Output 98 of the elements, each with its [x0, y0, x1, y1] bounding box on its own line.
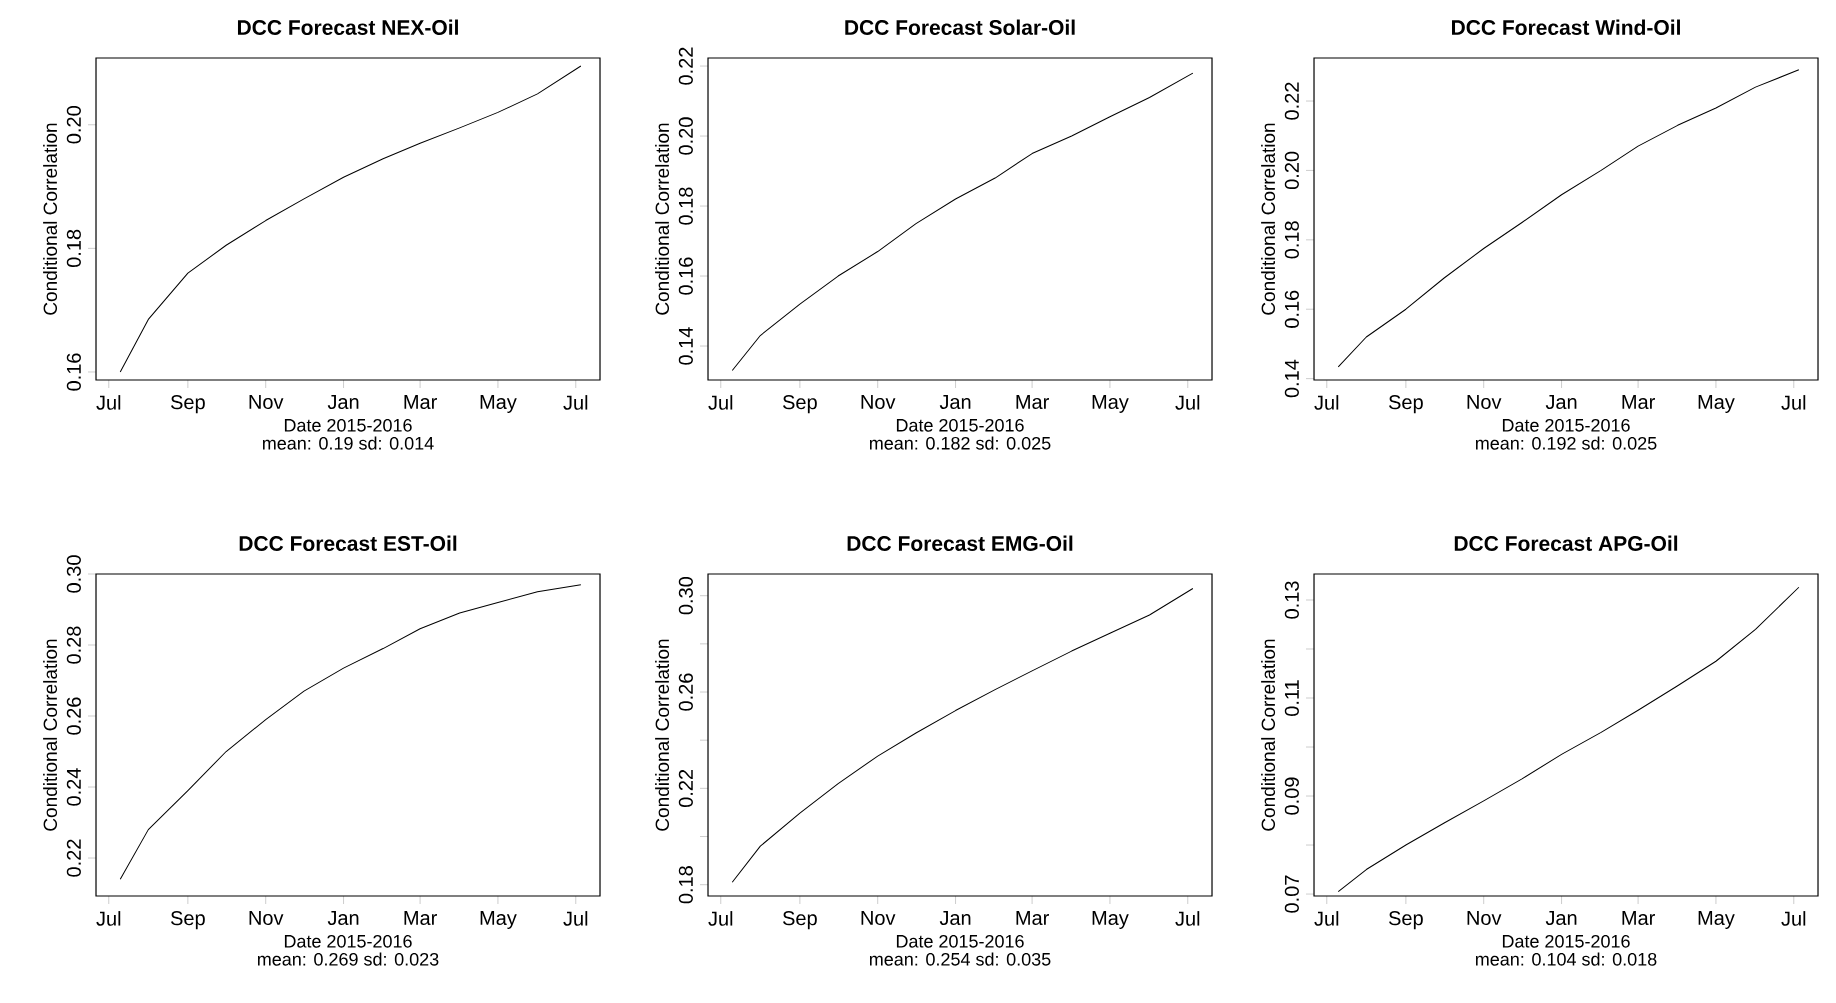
y-tick-label: 0.13 [1284, 581, 1299, 619]
x-tick-label: Mar [1016, 395, 1049, 409]
y-axis-title: Conditional Correlation [43, 639, 58, 831]
y-tick-label: 0.09 [1284, 777, 1299, 815]
x-tick-label: Mar [1622, 395, 1655, 410]
x-tick-label: Mar [404, 395, 437, 410]
x-tick-label: Mar [1622, 911, 1655, 926]
text: mean: 0.269 sd: 0.023 [257, 952, 439, 966]
x-tick-label: Jan [327, 395, 359, 410]
x-tick-label: May [1698, 911, 1735, 929]
line-series [119, 65, 582, 373]
x-tick-label: Jul [96, 395, 121, 410]
x-tick-label: Jan [939, 911, 971, 926]
y-tick-label: 0.30 [678, 577, 693, 615]
x-tick-label: Jan [327, 911, 359, 926]
x-axis-title: Date 2015-2016 [1502, 934, 1630, 948]
x-tick-label: Jan [1545, 395, 1577, 410]
y-tick-label: 0.18 [678, 866, 693, 904]
x-tick-label: Sep [1389, 911, 1423, 930]
line-series [1337, 586, 1800, 893]
x-tick-label: Nov [861, 911, 896, 926]
x-axis-title: Date 2015-2016 [1502, 418, 1630, 432]
x-tick-label: May [1092, 395, 1129, 413]
y-axis-title: Conditional Correlation [43, 123, 58, 315]
text: mean: 0.192 sd: 0.025 [1475, 436, 1657, 450]
x-tick-label: Jul [1314, 395, 1339, 410]
x-tick-label: Jul [563, 911, 588, 926]
x-tick-label: Sep [782, 911, 817, 930]
x-tick-label: Nov [861, 395, 896, 409]
y-tick-label: 0.16 [1284, 290, 1299, 328]
x-tick-label: Jul [1314, 911, 1339, 926]
y-tick-label: 0.20 [1284, 151, 1299, 190]
x-tick-label: Jul [708, 911, 733, 926]
chart-title: DCC Forecast Wind-Oil [1452, 19, 1680, 35]
chart-title: DCC Forecast EMG-Oil [847, 535, 1073, 551]
y-tick-label: 0.16 [66, 353, 81, 391]
line-series [1337, 69, 1800, 368]
chart-title: DCC Forecast EST-Oil [239, 535, 457, 551]
x-axis-title: Date 2015-2016 [284, 934, 412, 948]
x-axis-title: Date 2015-2016 [284, 418, 412, 432]
x-tick-label: May [1092, 911, 1129, 929]
y-tick-label: 0.18 [66, 229, 81, 268]
y-axis-title: Conditional Correlation [1261, 123, 1276, 315]
line-series [731, 587, 1194, 883]
y-tick-label: 0.22 [1284, 82, 1299, 120]
x-tick-label: Jan [939, 395, 971, 409]
y-tick-label: 0.11 [1284, 680, 1299, 716]
x-tick-label: Jul [1175, 395, 1200, 410]
text: mean: 0.104 sd: 0.018 [1475, 952, 1657, 966]
x-tick-label: Nov [1467, 911, 1502, 926]
x-tick-label: Nov [249, 395, 284, 410]
y-tick-label: 0.14 [1284, 359, 1299, 398]
x-tick-label: Sep [782, 395, 817, 414]
x-tick-label: Sep [170, 395, 205, 414]
x-tick-label: Jul [1781, 911, 1806, 926]
y-tick-label: 0.18 [678, 187, 693, 225]
y-axis-title: Conditional Correlation [655, 123, 670, 315]
x-tick-label: Jul [96, 911, 121, 926]
x-tick-label: Sep [170, 911, 205, 930]
chart-title: DCC Forecast Solar-Oil [845, 19, 1075, 35]
y-tick-label: 0.07 [1284, 875, 1299, 913]
text: mean: 0.19 sd: 0.014 [262, 436, 434, 450]
chart-title: DCC Forecast NEX-Oil [237, 19, 458, 35]
x-tick-label: Nov [1467, 395, 1502, 410]
y-tick-label: 0.22 [66, 839, 81, 877]
y-tick-label: 0.24 [66, 768, 81, 806]
x-tick-label: Jul [563, 395, 588, 410]
y-tick-label: 0.22 [678, 47, 693, 85]
x-tick-label: Jul [1781, 395, 1806, 410]
y-tick-label: 0.22 [678, 769, 693, 808]
x-tick-label: Jul [1175, 911, 1200, 926]
y-tick-label: 0.14 [678, 327, 693, 365]
x-axis-title: Date 2015-2016 [896, 418, 1024, 432]
x-tick-label: May [480, 911, 517, 929]
x-tick-label: May [480, 395, 517, 413]
y-tick-label: 0.20 [66, 106, 81, 144]
text: mean: 0.182 sd: 0.025 [869, 436, 1051, 450]
y-tick-label: 0.30 [66, 555, 81, 593]
x-tick-label: Jul [708, 395, 733, 410]
y-tick-label: 0.16 [678, 257, 693, 295]
line-series [731, 72, 1194, 372]
text: mean: 0.254 sd: 0.035 [869, 952, 1051, 966]
x-tick-label: Sep [1389, 395, 1423, 414]
x-tick-label: Jan [1545, 911, 1577, 926]
y-tick-label: 0.26 [678, 673, 693, 711]
y-tick-label: 0.20 [678, 117, 693, 155]
x-axis-title: Date 2015-2016 [896, 934, 1024, 948]
x-tick-label: Nov [249, 911, 284, 926]
y-tick-label: 0.18 [1284, 221, 1299, 259]
line-series [119, 584, 582, 880]
y-tick-label: 0.26 [66, 697, 81, 735]
y-tick-label: 0.28 [66, 626, 81, 664]
chart-title: DCC Forecast APG-Oil [1454, 535, 1678, 551]
x-tick-label: Mar [1016, 911, 1049, 926]
y-axis-title: Conditional Correlation [1261, 639, 1276, 831]
x-tick-label: May [1698, 395, 1735, 413]
x-tick-label: Mar [404, 911, 437, 926]
y-axis-title: Conditional Correlation [655, 639, 670, 831]
